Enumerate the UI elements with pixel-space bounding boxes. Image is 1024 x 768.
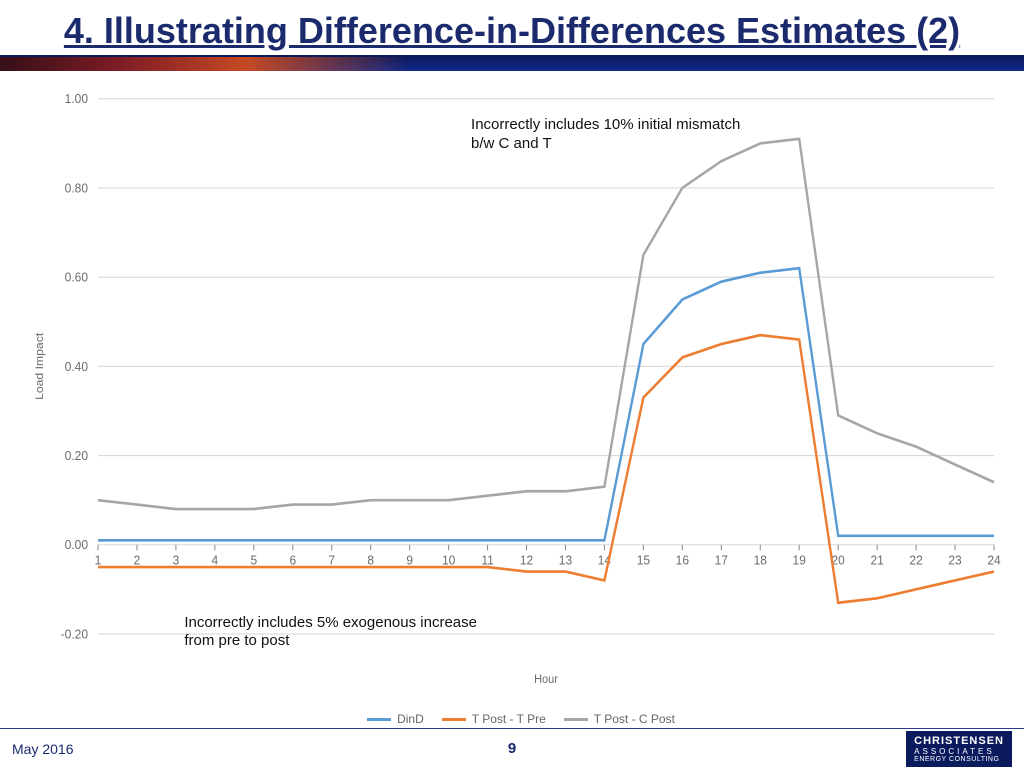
svg-text:13: 13 xyxy=(559,554,572,569)
svg-text:16: 16 xyxy=(676,554,689,569)
chart-annotation-1: Incorrectly includes 5% exogenous increa… xyxy=(184,614,504,652)
logo-line3: ENERGY CONSULTING xyxy=(914,756,1004,763)
svg-text:1: 1 xyxy=(95,554,102,569)
svg-text:0.20: 0.20 xyxy=(65,449,88,464)
svg-text:8: 8 xyxy=(367,554,374,569)
svg-text:17: 17 xyxy=(715,554,728,569)
y-axis-label: Load Impact xyxy=(34,332,46,400)
legend-swatch xyxy=(564,718,588,721)
svg-text:6: 6 xyxy=(289,554,296,569)
svg-text:1.00: 1.00 xyxy=(65,92,88,107)
svg-text:0.80: 0.80 xyxy=(65,181,88,196)
footer: May 2016 9 CHRISTENSEN ASSOCIATES ENERGY… xyxy=(0,728,1024,768)
svg-text:15: 15 xyxy=(637,554,650,569)
logo-line1: CHRISTENSEN xyxy=(914,735,1004,747)
series-t-post---c-post xyxy=(98,139,994,509)
svg-text:7: 7 xyxy=(328,554,335,569)
legend-swatch xyxy=(442,718,466,721)
svg-text:21: 21 xyxy=(870,554,883,569)
legend-label: T Post - C Post xyxy=(594,712,675,726)
svg-text:0.40: 0.40 xyxy=(65,360,88,375)
series-dind xyxy=(98,269,994,541)
legend-swatch xyxy=(367,718,391,721)
svg-text:12: 12 xyxy=(520,554,533,569)
series-t-post---t-pre xyxy=(98,336,994,604)
svg-text:23: 23 xyxy=(948,554,961,569)
svg-text:2: 2 xyxy=(134,554,141,569)
legend-label: DinD xyxy=(397,712,424,726)
svg-text:11: 11 xyxy=(481,554,493,569)
chart-annotation-0: Incorrectly includes 10% initial mismatc… xyxy=(471,116,761,154)
footer-date: May 2016 xyxy=(12,741,73,757)
svg-text:18: 18 xyxy=(754,554,767,569)
footer-logo: CHRISTENSEN ASSOCIATES ENERGY CONSULTING xyxy=(906,731,1012,767)
svg-text:3: 3 xyxy=(173,554,180,569)
svg-text:5: 5 xyxy=(250,554,257,569)
svg-text:9: 9 xyxy=(406,554,413,569)
svg-text:22: 22 xyxy=(909,554,922,569)
svg-text:10: 10 xyxy=(442,554,455,569)
legend-label: T Post - T Pre xyxy=(472,712,546,726)
svg-text:-0.20: -0.20 xyxy=(61,627,88,642)
svg-text:0.60: 0.60 xyxy=(65,270,88,285)
chart-legend: DinD T Post - T Pre T Post - C Post xyxy=(0,709,1024,728)
footer-page-number: 9 xyxy=(508,740,516,757)
svg-text:24: 24 xyxy=(987,554,1000,569)
line-chart: -0.200.000.200.400.600.801.0012345678910… xyxy=(18,81,1006,703)
svg-text:0.00: 0.00 xyxy=(65,538,88,553)
page-title: 4. Illustrating Difference-in-Difference… xyxy=(40,10,984,51)
logo-line2: ASSOCIATES xyxy=(914,747,1004,756)
decorative-banner xyxy=(0,55,1024,71)
svg-text:4: 4 xyxy=(212,554,219,569)
chart-container: -0.200.000.200.400.600.801.0012345678910… xyxy=(0,71,1024,709)
svg-text:19: 19 xyxy=(793,554,806,569)
x-axis-label: Hour xyxy=(534,673,558,687)
